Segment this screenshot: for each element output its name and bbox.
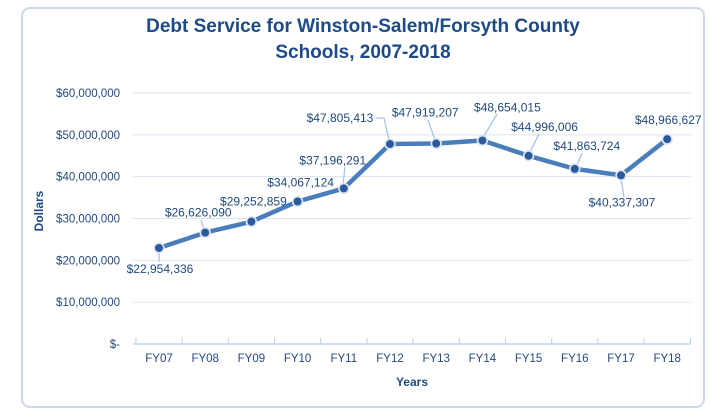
data-label: $40,337,307 (589, 195, 656, 209)
x-axis-tick-label: FY15 (515, 353, 543, 365)
data-label-leader (483, 113, 498, 137)
data-point (339, 184, 348, 193)
chart-title-line1: Debt Service for Winston-Salem/Forsyth C… (146, 16, 580, 37)
x-axis-tick-label: FY09 (238, 353, 266, 365)
x-axis-tick-label: FY11 (330, 353, 357, 365)
data-label-leader (529, 133, 540, 153)
y-axis-tick-label: $10,000,000 (56, 297, 120, 309)
y-axis-tick-label: $20,000,000 (56, 255, 120, 267)
x-axis-tick-label: FY08 (191, 353, 219, 365)
chart-title: Debt Service for Winston-Salem/Forsyth C… (21, 14, 705, 66)
data-label-leader (576, 152, 583, 166)
data-label: $22,954,336 (127, 262, 194, 276)
data-point (524, 151, 533, 160)
data-label: $48,966,627 (635, 113, 702, 127)
y-axis-tick-label: $30,000,000 (56, 214, 120, 226)
data-point (432, 139, 441, 148)
y-axis-tick-label: $50,000,000 (56, 130, 120, 142)
data-label: $41,863,724 (553, 139, 620, 153)
data-label: $37,196,291 (299, 153, 366, 167)
y-axis-tick-label: $40,000,000 (56, 172, 120, 184)
data-label: $29,252,859 (220, 195, 287, 209)
data-label: $47,805,413 (307, 111, 374, 125)
data-point (478, 136, 487, 145)
data-point (663, 135, 672, 144)
data-label: $44,996,006 (511, 120, 578, 134)
chart-frame (21, 7, 705, 408)
x-axis-title: Years (396, 375, 428, 389)
x-axis-tick-label: FY10 (284, 353, 312, 365)
x-axis-tick-label: FY17 (607, 353, 635, 365)
y-axis-title: Dollars (32, 190, 46, 231)
data-point (386, 140, 394, 149)
x-axis-tick-label: FY14 (469, 353, 497, 365)
data-point (570, 164, 579, 173)
data-label: $47,919,207 (392, 106, 459, 120)
x-axis-tick-label: FY18 (653, 353, 681, 365)
x-axis-tick-label: FY13 (422, 353, 450, 365)
x-axis-tick-label: FY16 (561, 353, 589, 365)
y-axis-tick-label: $- (110, 339, 120, 351)
data-label-leader (620, 178, 625, 198)
data-point (617, 171, 625, 180)
data-series-line (156, 136, 670, 251)
data-point (247, 217, 256, 226)
data-label: $26,626,090 (165, 206, 232, 220)
data-label-leader (376, 117, 390, 141)
data-point (201, 228, 210, 237)
data-label: $48,654,015 (474, 100, 541, 114)
data-label-leader (427, 119, 436, 141)
x-axis-tick-label: FY12 (376, 353, 404, 365)
x-axis-tick-label: FY07 (145, 353, 173, 365)
data-label: $34,067,124 (267, 175, 334, 189)
chart-title-line2: Schools, 2007-2018 (275, 42, 451, 63)
data-point (155, 243, 163, 252)
data-point (293, 197, 302, 206)
y-axis-tick-label: $60,000,000 (56, 88, 120, 100)
data-label-leader (342, 166, 346, 186)
